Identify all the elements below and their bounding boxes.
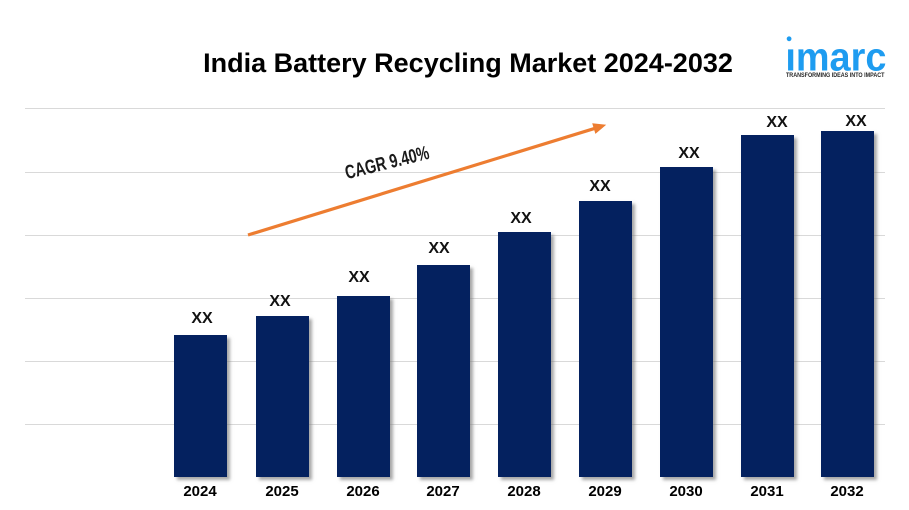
svg-text:ımarc: ımarc (785, 35, 886, 79)
svg-text:CAGR 9.40%: CAGR 9.40% (343, 142, 432, 184)
svg-text:TRANSFORMING IDEAS INTO IMPACT: TRANSFORMING IDEAS INTO IMPACT (786, 73, 885, 79)
